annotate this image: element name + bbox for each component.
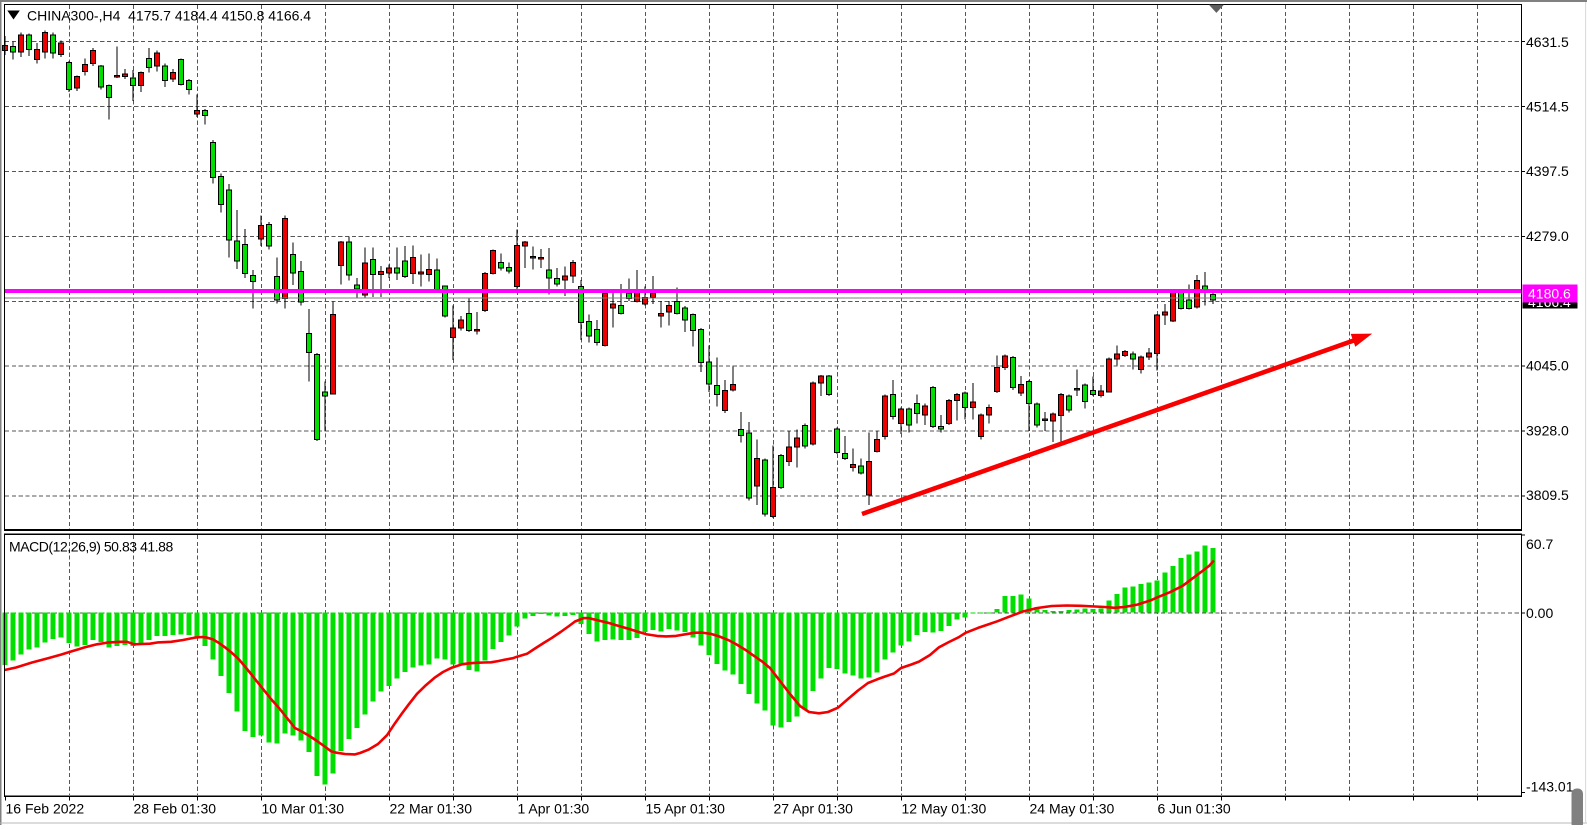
svg-text:4397.5: 4397.5 xyxy=(1526,163,1569,179)
svg-text:3809.5: 3809.5 xyxy=(1526,487,1569,503)
svg-text:12 May 01:30: 12 May 01:30 xyxy=(902,801,987,817)
svg-text:4045.0: 4045.0 xyxy=(1526,358,1569,374)
svg-text:24 May 01:30: 24 May 01:30 xyxy=(1030,801,1115,817)
svg-text:60.7: 60.7 xyxy=(1526,536,1553,552)
svg-text:CHINA300-,H4 4175.7 4184.4 41: CHINA300-,H4 4175.7 4184.4 4150.8 4166.4 xyxy=(27,8,311,24)
svg-text:4514.5: 4514.5 xyxy=(1526,99,1569,115)
svg-text:4279.0: 4279.0 xyxy=(1526,228,1569,244)
svg-text:0.00: 0.00 xyxy=(1526,605,1553,621)
svg-text:4631.5: 4631.5 xyxy=(1526,34,1569,50)
svg-text:10 Mar 01:30: 10 Mar 01:30 xyxy=(262,801,345,817)
svg-text:3928.0: 3928.0 xyxy=(1526,423,1569,439)
svg-text:-143.01: -143.01 xyxy=(1526,779,1574,795)
svg-text:22 Mar 01:30: 22 Mar 01:30 xyxy=(390,801,473,817)
svg-text:27 Apr 01:30: 27 Apr 01:30 xyxy=(774,801,854,817)
svg-text:6 Jun 01:30: 6 Jun 01:30 xyxy=(1158,801,1231,817)
svg-text:4180.6: 4180.6 xyxy=(1528,285,1571,301)
svg-text:MACD(12,26,9) 50.83 41.88: MACD(12,26,9) 50.83 41.88 xyxy=(9,539,174,555)
svg-text:16 Feb 2022: 16 Feb 2022 xyxy=(6,801,85,817)
svg-text:1 Apr 01:30: 1 Apr 01:30 xyxy=(518,801,590,817)
svg-text:28 Feb 01:30: 28 Feb 01:30 xyxy=(134,801,217,817)
svg-text:15 Apr 01:30: 15 Apr 01:30 xyxy=(646,801,726,817)
